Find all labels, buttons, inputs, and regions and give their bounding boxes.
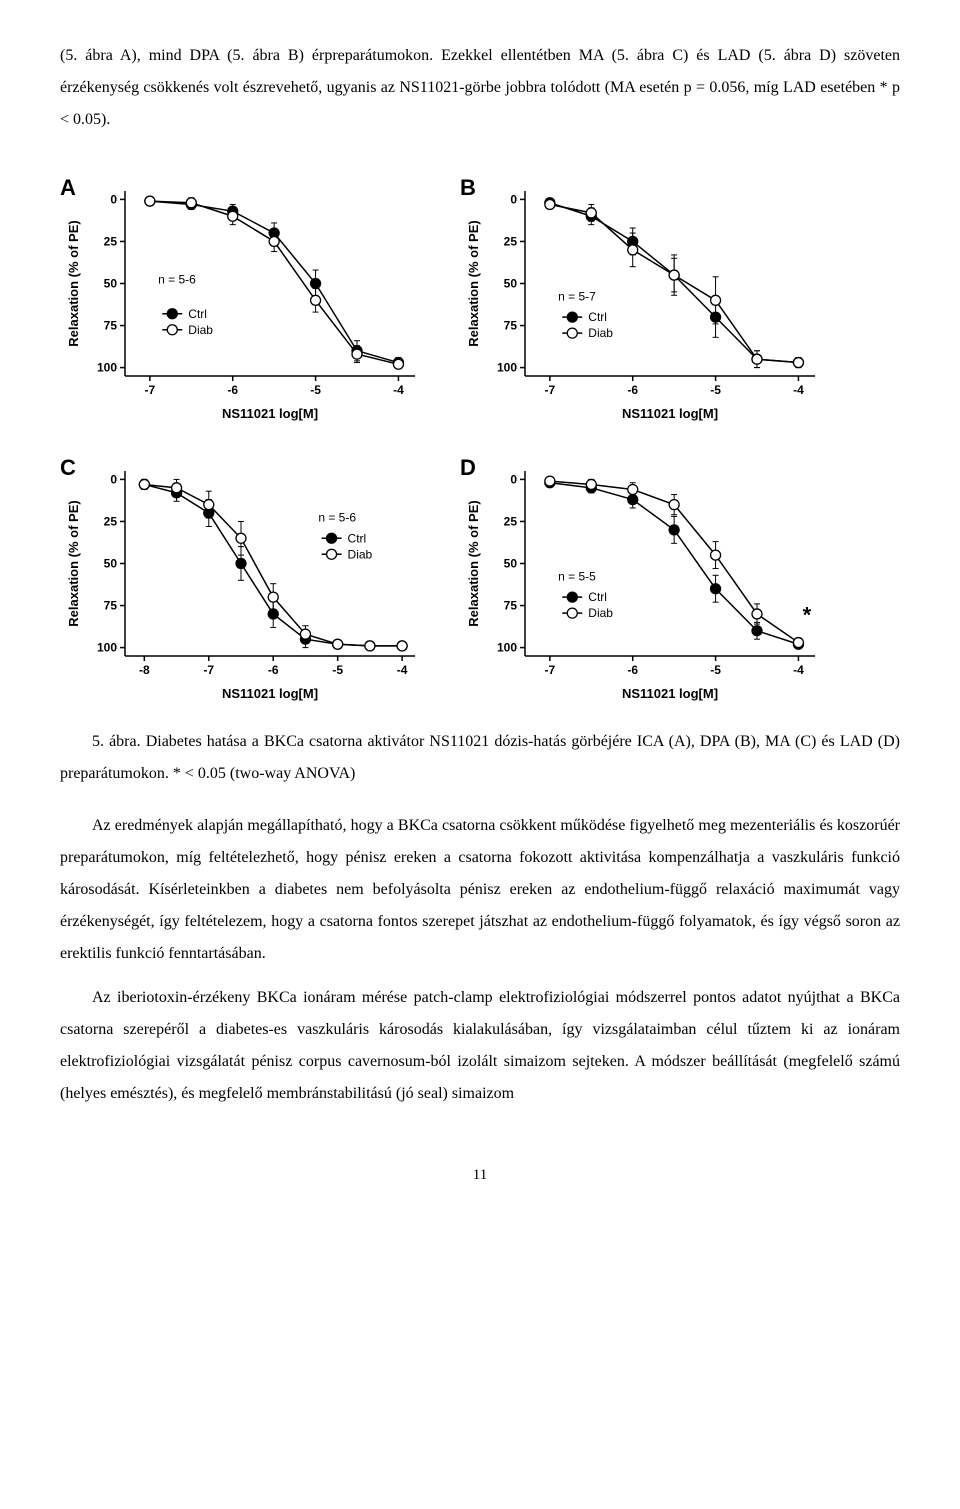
svg-text:100: 100: [497, 361, 517, 375]
svg-text:0: 0: [510, 472, 517, 486]
svg-text:0: 0: [110, 192, 117, 206]
svg-text:50: 50: [104, 277, 118, 291]
svg-text:Diab: Diab: [588, 606, 613, 620]
panel-B: B 0 25 50 75 100 -7 -6 -5 -4 NS11021 log[M] Relaxa…: [460, 166, 830, 426]
svg-text:Diab: Diab: [348, 547, 373, 561]
svg-text:-6: -6: [627, 663, 638, 677]
panel-label-B: B: [460, 166, 476, 210]
svg-text:-5: -5: [310, 383, 321, 397]
svg-text:-7: -7: [545, 663, 556, 677]
svg-text:50: 50: [104, 557, 118, 571]
svg-text:-6: -6: [227, 383, 238, 397]
svg-text:-7: -7: [145, 383, 156, 397]
svg-text:0: 0: [110, 472, 117, 486]
svg-text:25: 25: [104, 514, 118, 528]
svg-text:50: 50: [504, 277, 518, 291]
svg-text:100: 100: [97, 361, 117, 375]
top-paragraph: (5. ábra A), mind DPA (5. ábra B) érprep…: [60, 40, 900, 136]
figure-5: A 0 25 50 75 100 -7 -6 -5 -4 NS11021 log[M] Relaxa…: [60, 166, 820, 706]
page-number: 11: [60, 1160, 900, 1190]
panel-label-C: C: [60, 446, 76, 490]
svg-text:Relaxation (% of PE): Relaxation (% of PE): [66, 500, 81, 626]
svg-text:Diab: Diab: [188, 323, 213, 337]
svg-text:25: 25: [504, 234, 518, 248]
panel-label-D: D: [460, 446, 476, 490]
svg-text:0: 0: [510, 192, 517, 206]
svg-text:NS11021 log[M]: NS11021 log[M]: [222, 406, 318, 421]
svg-text:NS11021 log[M]: NS11021 log[M]: [222, 686, 318, 701]
svg-text:n = 5-6: n = 5-6: [318, 510, 356, 524]
svg-text:-4: -4: [793, 383, 804, 397]
chart-D: 0 25 50 75 100 -7 -6 -5 -4 NS11021 log[M] Relaxati…: [460, 446, 830, 706]
svg-text:-6: -6: [627, 383, 638, 397]
svg-text:50: 50: [504, 557, 518, 571]
chart-C: 0 25 50 75 100 -8 -7 -6 -5 -4 NS11021 log[M] Relaxa…: [60, 446, 430, 706]
svg-text:100: 100: [97, 641, 117, 655]
svg-text:*: *: [803, 602, 812, 627]
svg-text:-5: -5: [710, 383, 721, 397]
svg-text:n = 5-5: n = 5-5: [558, 569, 596, 583]
svg-text:n = 5-7: n = 5-7: [558, 289, 596, 303]
svg-text:75: 75: [504, 319, 518, 333]
svg-text:100: 100: [497, 641, 517, 655]
svg-text:75: 75: [104, 319, 118, 333]
svg-text:-7: -7: [203, 663, 214, 677]
svg-text:-6: -6: [268, 663, 279, 677]
svg-text:25: 25: [104, 234, 118, 248]
svg-text:Diab: Diab: [588, 326, 613, 340]
svg-text:-5: -5: [332, 663, 343, 677]
svg-text:-4: -4: [397, 663, 408, 677]
svg-text:-8: -8: [139, 663, 150, 677]
chart-A: 0 25 50 75 100 -7 -6 -5 -4 NS11021 log[M] Relaxati…: [60, 166, 430, 426]
svg-text:-4: -4: [393, 383, 404, 397]
svg-text:25: 25: [504, 514, 518, 528]
figure-caption: 5. ábra. Diabetes hatása a BKCa csatorna…: [60, 726, 900, 790]
svg-text:Ctrl: Ctrl: [588, 590, 607, 604]
svg-text:Ctrl: Ctrl: [588, 310, 607, 324]
svg-text:NS11021 log[M]: NS11021 log[M]: [622, 406, 718, 421]
panel-D: D 0 25 50 75 100 -7 -6 -5 -4 NS11021 log[M] Relaxa…: [460, 446, 830, 706]
svg-text:Relaxation (% of PE): Relaxation (% of PE): [466, 220, 481, 346]
body-paragraph-1: Az eredmények alapján megállapítható, ho…: [60, 810, 900, 970]
svg-text:-4: -4: [793, 663, 804, 677]
svg-text:Ctrl: Ctrl: [348, 531, 367, 545]
svg-text:Ctrl: Ctrl: [188, 307, 207, 321]
svg-text:NS11021 log[M]: NS11021 log[M]: [622, 686, 718, 701]
panel-label-A: A: [60, 166, 76, 210]
svg-text:-7: -7: [545, 383, 556, 397]
svg-text:75: 75: [104, 599, 118, 613]
svg-text:n = 5-6: n = 5-6: [158, 273, 196, 287]
svg-text:-5: -5: [710, 663, 721, 677]
panel-C: C 0 25 50 75 100 -8 -7 -6 -5 -4 NS11021 log[M] Rela…: [60, 446, 430, 706]
svg-text:Relaxation (% of PE): Relaxation (% of PE): [466, 500, 481, 626]
svg-text:75: 75: [504, 599, 518, 613]
panel-A: A 0 25 50 75 100 -7 -6 -5 -4 NS11021 log[M] Relaxa…: [60, 166, 430, 426]
svg-text:Relaxation (% of PE): Relaxation (% of PE): [66, 220, 81, 346]
chart-B: 0 25 50 75 100 -7 -6 -5 -4 NS11021 log[M] Relaxati…: [460, 166, 830, 426]
body-paragraph-2: Az iberiotoxin-érzékeny BKCa ionáram mér…: [60, 982, 900, 1110]
